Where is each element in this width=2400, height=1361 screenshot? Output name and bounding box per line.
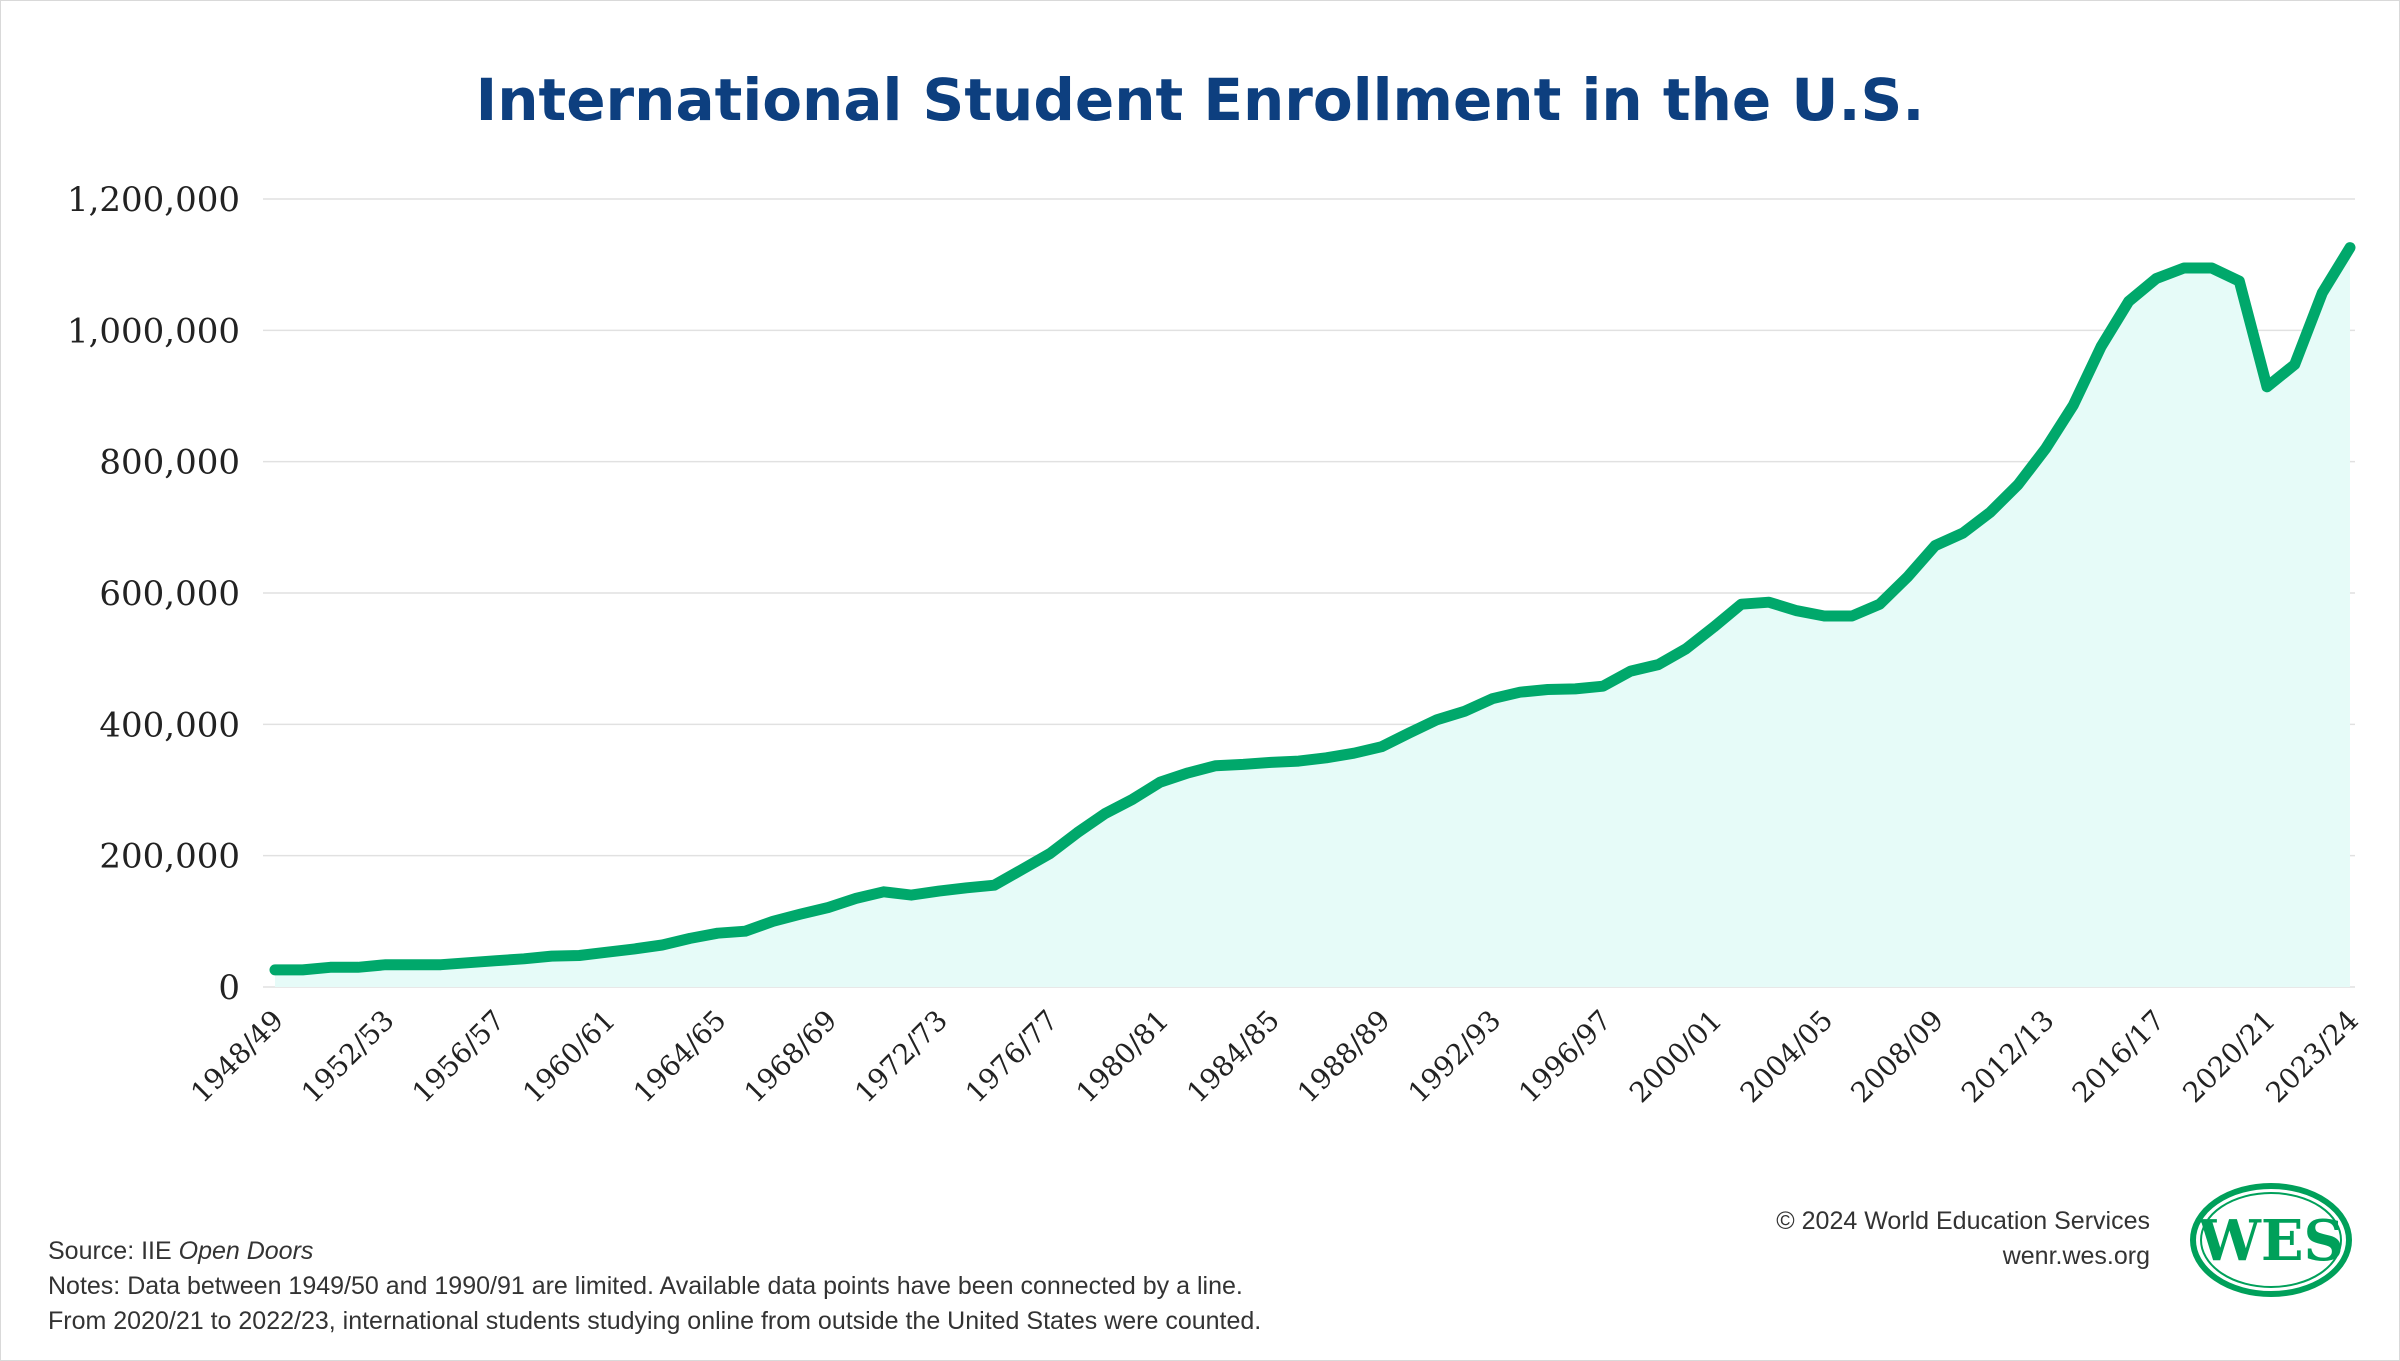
x-tick-label: 1992/93	[1402, 1004, 1508, 1110]
series-line-layer	[269, 242, 2356, 976]
note-line-1: Notes: Data between 1949/50 and 1990/91 …	[48, 1272, 1243, 1300]
footer-credit: © 2024 World Education Services wenr.wes…	[1776, 1204, 2150, 1274]
y-tick-label: 200,000	[99, 837, 240, 877]
x-tick-label: 2008/09	[1844, 1004, 1950, 1110]
x-tick-label: 1996/97	[1512, 1004, 1618, 1110]
footer-notes: Source: IIE Open Doors Notes: Data betwe…	[48, 1234, 1261, 1339]
x-tick-label: 1988/89	[1291, 1004, 1397, 1110]
chart-title: International Student Enrollment in the …	[475, 66, 1925, 134]
x-axis-ticks: 1948/49 1952/53 1956/57 1960/61 1964/65 1968/…	[184, 1004, 2365, 1110]
x-tick-label: 2012/13	[1955, 1004, 2061, 1110]
series-line	[269, 242, 2356, 976]
y-tick-label: 400,000	[99, 705, 240, 745]
area-fill	[275, 247, 2350, 988]
copyright-text: © 2024 World Education Services	[1776, 1207, 2150, 1235]
x-tick-label: 2000/01	[1623, 1004, 1729, 1110]
y-tick-label: 600,000	[99, 574, 240, 614]
source-title: Open Doors	[178, 1237, 314, 1265]
x-tick-label: 1984/85	[1180, 1004, 1286, 1110]
x-tick-label: 1976/77	[959, 1004, 1065, 1110]
x-tick-label: 1956/57	[406, 1004, 512, 1110]
x-tick-label: 1948/49	[184, 1004, 290, 1110]
x-tick-label: 2016/17	[2066, 1004, 2172, 1110]
x-tick-label: 1960/61	[516, 1004, 622, 1110]
website-text: wenr.wes.org	[2002, 1242, 2150, 1270]
x-tick-label: 1980/81	[1070, 1004, 1176, 1110]
note-line-2: From 2020/21 to 2022/23, international s…	[48, 1307, 1262, 1335]
source-line: Source: IIE Open Doors	[48, 1234, 1261, 1269]
y-tick-label: 1,000,000	[67, 311, 240, 351]
x-tick-label: 1968/69	[738, 1004, 844, 1110]
y-tick-label: 0	[218, 968, 240, 1008]
x-tick-label: 1964/65	[627, 1004, 733, 1110]
x-tick-label: 1952/53	[295, 1004, 401, 1110]
y-tick-label: 1,200,000	[67, 180, 240, 220]
x-tick-label: 2004/05	[1734, 1004, 1840, 1110]
area-fill-layer	[275, 247, 2350, 988]
wes-logo: WES	[2190, 1183, 2352, 1297]
x-tick-label: 2023/24	[2259, 1004, 2365, 1110]
wes-logo-text: WES	[2197, 1208, 2344, 1274]
y-tick-label: 800,000	[99, 443, 240, 483]
source-prefix: Source: IIE	[48, 1237, 179, 1265]
y-axis-ticks: 0 200,000 400,000 600,000 800,000 1,000,000 1,…	[67, 180, 240, 1008]
x-tick-label: 1972/73	[848, 1004, 954, 1110]
